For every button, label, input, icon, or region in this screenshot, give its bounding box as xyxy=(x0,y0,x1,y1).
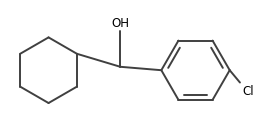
Text: Cl: Cl xyxy=(242,85,254,98)
Text: OH: OH xyxy=(111,17,129,30)
